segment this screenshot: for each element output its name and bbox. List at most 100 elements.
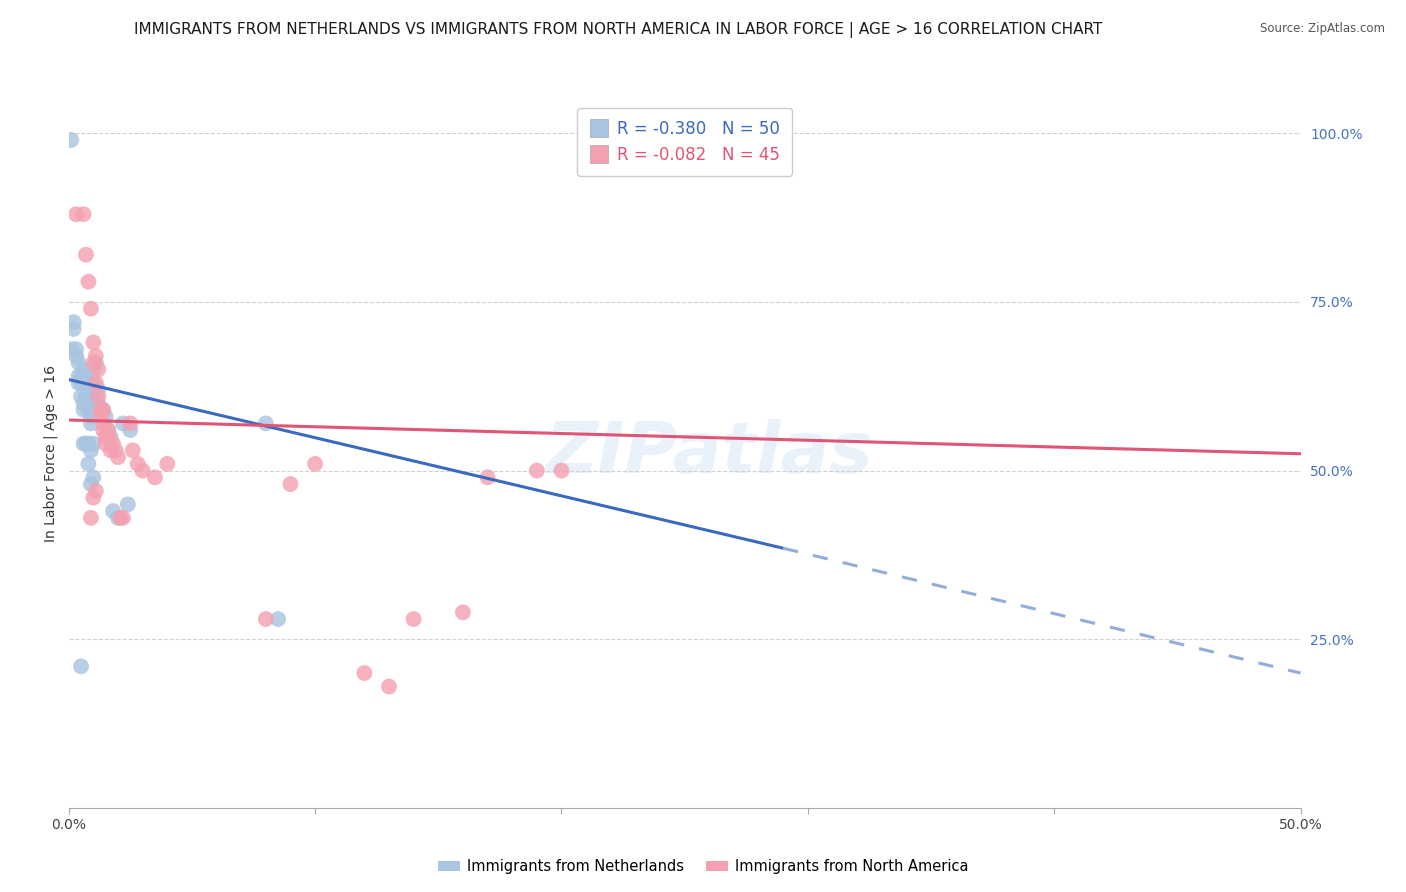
Legend: Immigrants from Netherlands, Immigrants from North America: Immigrants from Netherlands, Immigrants … [432,854,974,880]
Point [402,612,425,626]
Point [77,403,100,417]
Point [254,417,277,431]
Point [280,477,302,491]
Point [100,443,122,458]
Point [84,356,107,370]
Point [82,491,104,505]
Point [90,403,112,417]
Point [75,369,97,384]
Point [104,443,127,458]
Point [67,356,90,370]
Text: ZIPatlas: ZIPatlas [546,419,873,488]
Point [65,207,87,221]
Point [70,389,93,403]
Point [87,362,110,376]
Point [107,450,129,464]
Point [451,605,474,619]
Point [82,356,104,370]
Point [80,443,103,458]
Point [267,612,290,626]
Point [77,396,100,410]
Point [62,315,84,329]
Point [65,342,87,356]
Point [101,504,124,518]
Point [72,436,94,450]
Point [82,376,104,390]
Point [84,349,107,363]
Point [550,464,572,478]
Point [131,464,153,478]
Point [77,275,100,289]
Point [477,470,499,484]
Text: Source: ZipAtlas.com: Source: ZipAtlas.com [1260,22,1385,36]
Point [84,483,107,498]
Point [80,417,103,431]
Point [526,464,548,478]
Point [82,436,104,450]
Point [70,376,93,390]
Point [94,436,117,450]
Point [82,470,104,484]
Point [77,376,100,390]
Point [107,511,129,525]
Legend: R = -0.380   N = 50, R = -0.082   N = 45: R = -0.380 N = 50, R = -0.082 N = 45 [578,108,792,176]
Point [80,511,103,525]
Point [65,349,87,363]
Point [91,403,114,417]
Point [82,335,104,350]
Point [304,457,326,471]
Point [378,680,401,694]
Point [77,436,100,450]
Point [101,436,124,450]
Point [82,362,104,376]
Point [72,403,94,417]
Point [75,389,97,403]
Point [353,666,375,681]
Y-axis label: In Labor Force | Age > 16: In Labor Force | Age > 16 [44,365,58,542]
Point [97,430,120,444]
Point [120,417,142,431]
Point [80,477,103,491]
Point [82,383,104,397]
Point [87,389,110,403]
Point [70,659,93,673]
Point [156,457,179,471]
Point [62,322,84,336]
Text: IMMIGRANTS FROM NETHERLANDS VS IMMIGRANTS FROM NORTH AMERICA IN LABOR FORCE | AG: IMMIGRANTS FROM NETHERLANDS VS IMMIGRANT… [135,22,1102,38]
Point [75,376,97,390]
Point [91,403,114,417]
Point [100,430,122,444]
Point [91,423,114,437]
Point [90,409,112,424]
Point [143,470,166,484]
Point [70,369,93,384]
Point [60,133,83,147]
Point [120,423,142,437]
Point [72,396,94,410]
Point [67,376,90,390]
Point [67,369,90,384]
Point [110,511,132,525]
Point [117,497,139,511]
Point [80,301,103,316]
Point [97,423,120,437]
Point [80,409,103,424]
Point [91,417,114,431]
Point [75,248,97,262]
Point [60,342,83,356]
Point [94,409,117,424]
Point [87,383,110,397]
Point [111,511,134,525]
Point [94,430,117,444]
Point [121,443,143,458]
Point [254,612,277,626]
Point [127,457,149,471]
Point [77,457,100,471]
Point [87,396,110,410]
Point [75,436,97,450]
Point [72,207,94,221]
Point [84,376,107,390]
Point [84,396,107,410]
Point [111,417,134,431]
Point [97,423,120,437]
